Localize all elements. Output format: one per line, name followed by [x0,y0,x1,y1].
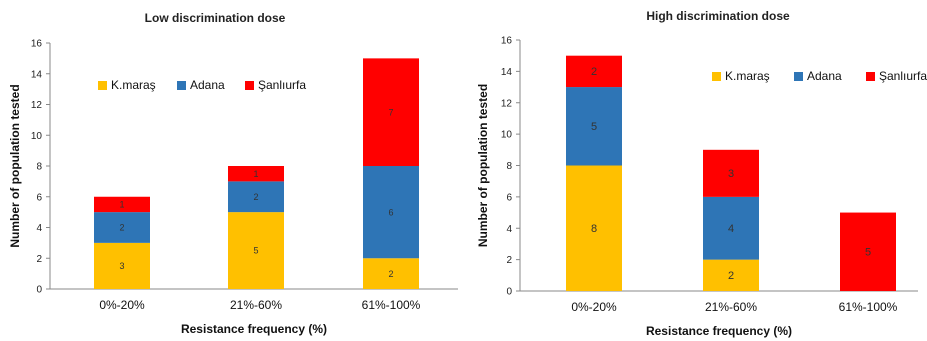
x-tick-label: 61%-100% [839,300,898,314]
y-tick-label: 10 [31,131,43,142]
bar-segment [228,181,284,213]
low-dose-chart: Low discrimination dose02468101214163210… [8,11,458,336]
y-tick-label: 0 [506,287,512,298]
legend-label: K.maraş [111,78,156,92]
chart-title: Low discrimination dose [145,11,286,25]
y-tick-label: 0 [36,285,42,296]
y-tick-label: 6 [36,192,42,203]
legend-swatch [866,72,875,81]
x-tick-label: 21%-60% [230,298,282,312]
legend-label: Adana [807,69,842,83]
bar-segment [566,87,622,166]
legend-label: Adana [190,78,225,92]
bar-segment [94,196,150,213]
data-label: 2 [119,223,124,233]
y-tick-label: 12 [31,100,43,111]
y-tick-label: 14 [31,69,43,80]
legend-swatch [98,81,107,90]
y-axis-title: Number of population tested [8,84,22,247]
x-tick-label: 0%-20% [99,298,145,312]
y-tick-label: 14 [501,67,513,78]
data-label: 4 [728,223,734,235]
y-tick-label: 2 [506,255,512,266]
y-tick-label: 4 [36,223,42,234]
high-dose-chart: High discrimination dose 0 2 4 6 8 10 12 14 16 8 5 2… [476,9,927,338]
bar-segment [566,55,622,88]
data-label: 3 [119,261,124,271]
data-label: 8 [591,223,597,235]
x-axis-title: Resistance frequency (%) [181,322,327,336]
data-label: 2 [728,270,734,282]
bar-segment [703,259,759,291]
bar-segment [566,165,622,291]
x-axis-title: Resistance frequency (%) [646,324,792,338]
y-axis-title: Number of population tested [476,84,490,247]
legend-label: Şanlıurfa [258,78,306,92]
data-label: 2 [591,66,597,78]
y-tick-label: 10 [501,130,513,141]
legend-label: K.maraş [725,69,770,83]
bar-segment [363,166,419,259]
y-tick-label: 16 [501,36,513,47]
legend-swatch [177,81,186,90]
bar-segment [228,212,284,289]
x-tick-label: 21%-60% [705,300,757,314]
legend-swatch [245,81,254,90]
legend-swatch [712,72,721,81]
y-tick-label: 6 [506,192,512,203]
y-tick-label: 8 [506,161,512,172]
y-tick-label: 2 [36,254,42,265]
data-label: 2 [253,192,258,202]
y-tick-label: 12 [501,98,513,109]
data-label: 2 [388,269,393,279]
data-label: 5 [591,121,597,133]
bar-segment [703,196,759,260]
legend-label: Şanlıurfa [879,69,927,83]
data-label: 5 [253,246,258,256]
bar-segment [703,149,759,197]
legend-swatch [794,72,803,81]
data-label: 1 [119,200,124,210]
data-label: 3 [728,168,734,180]
bar-segment [94,212,150,243]
y-tick-label: 4 [506,224,512,235]
x-tick-label: 61%-100% [362,298,421,312]
x-tick-label: 0%-20% [571,300,617,314]
bar-segment [363,258,419,289]
y-tick-label: 8 [36,162,42,173]
bar-segment [363,58,419,166]
data-label: 5 [865,247,871,259]
data-label: 6 [388,207,393,217]
data-label: 7 [388,107,393,117]
data-label: 1 [253,169,258,179]
bar-segment [840,212,896,291]
y-tick-label: 16 [31,39,43,50]
bar-segment [94,242,150,289]
bar-segment [228,166,284,182]
chart-title: High discrimination dose [646,9,790,23]
